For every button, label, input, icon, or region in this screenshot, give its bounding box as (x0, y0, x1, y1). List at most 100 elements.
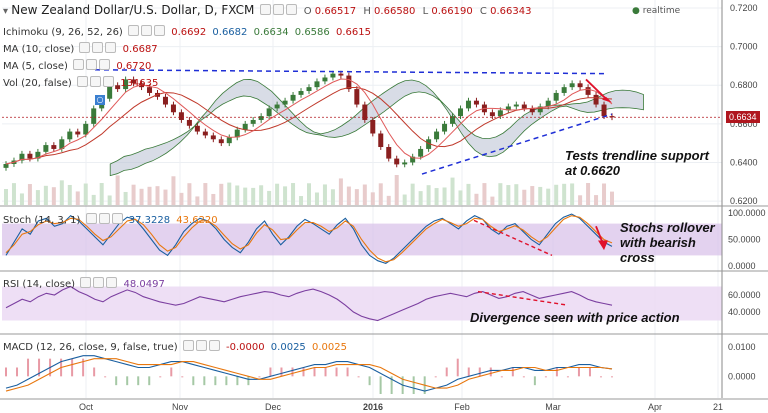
volume-bar (91, 194, 96, 205)
candle-body (601, 104, 607, 117)
ichimoku-visibility-icon[interactable] (141, 25, 153, 36)
candle-body (537, 106, 543, 113)
volume-bar (490, 196, 495, 205)
candle-body (91, 108, 97, 124)
volume-bar (538, 186, 543, 205)
macd-histogram-bar (16, 367, 19, 377)
stoch-label: Stoch (14, 3, 1) (3, 215, 81, 226)
volume-bar (338, 178, 343, 205)
candle-body (27, 153, 33, 159)
vol-remove-icon[interactable] (103, 76, 115, 87)
settings-icon[interactable] (259, 4, 271, 15)
candle-body (314, 81, 320, 88)
candle-body (497, 110, 503, 117)
time-tick-label: Apr (648, 402, 662, 412)
volume-bar (434, 188, 439, 205)
volume-bar (586, 183, 591, 205)
ma10-visibility-icon[interactable] (92, 42, 104, 53)
rsi-settings-icon[interactable] (80, 277, 92, 288)
osc-tick-label: 100.0000 (728, 208, 766, 218)
add-icon[interactable]: ○ (95, 95, 105, 105)
ma5-legend: MA (5, close) 0.6720 (3, 59, 151, 72)
support-trendline (421, 113, 613, 175)
candle-body (3, 164, 9, 168)
volume-bar (4, 189, 8, 205)
ma5-value: 0.6720 (116, 61, 152, 72)
candle-body (553, 92, 559, 101)
rsi-remove-icon[interactable] (106, 277, 118, 288)
add-indicator-button[interactable]: ○ (95, 94, 105, 105)
candle-body (418, 148, 424, 157)
volume-bar (394, 175, 399, 205)
vol-settings-icon[interactable] (77, 76, 89, 87)
macd-settings-icon[interactable] (182, 340, 194, 351)
volume-bar (410, 183, 415, 205)
visibility-icon[interactable] (272, 4, 284, 15)
ohlc-h-value: 0.66580 (374, 6, 416, 17)
collapse-chevron-icon[interactable]: ▾ (3, 6, 9, 17)
ma10-legend: MA (10, close) 0.6687 (3, 42, 158, 55)
ohlc-h-label: H (363, 6, 371, 17)
candle-body (362, 104, 368, 120)
grid-layer (2, 0, 722, 398)
volume-bar (243, 187, 248, 205)
macd-histogram-bar (71, 358, 74, 377)
time-tick-label: Dec (265, 402, 282, 412)
time-tick-label: Oct (79, 402, 94, 412)
more-icon[interactable] (285, 4, 297, 15)
macd-histogram-bar (611, 376, 613, 378)
candle-body (51, 145, 57, 149)
stoch-remove-icon[interactable] (111, 213, 123, 224)
macd-histogram-bar (577, 367, 580, 377)
ohlc-l-value: 0.66190 (431, 6, 473, 17)
ma5-label: MA (5, close) (3, 61, 68, 72)
volume-bar (11, 183, 16, 205)
candle-body (226, 137, 232, 144)
macd-histogram-bar (126, 376, 129, 386)
stoch-visibility-icon[interactable] (98, 213, 110, 224)
realtime-indicator: ● realtime (632, 6, 680, 16)
ichimoku-value-3: 0.6634 (253, 27, 289, 38)
ma10-remove-icon[interactable] (105, 42, 117, 53)
ichimoku-settings-icon[interactable] (128, 25, 140, 36)
ma5-remove-icon[interactable] (99, 59, 111, 70)
macd-histogram-bar (137, 376, 140, 386)
macd-histogram-bar (544, 376, 547, 378)
volume-bar (354, 189, 359, 205)
ma10-settings-icon[interactable] (79, 42, 91, 53)
volume-bar (19, 193, 24, 205)
macd-remove-icon[interactable] (208, 340, 220, 351)
volume-bar (322, 184, 327, 205)
stoch-settings-icon[interactable] (85, 213, 97, 224)
osc-tick-label: 60.0000 (728, 290, 761, 300)
ma5-visibility-icon[interactable] (86, 59, 98, 70)
volume-bar (267, 190, 272, 205)
macd-histogram-bar (82, 358, 85, 377)
candle-body (545, 100, 551, 107)
macd-histogram-bar (291, 367, 294, 377)
rsi-visibility-icon[interactable] (93, 277, 105, 288)
candle-body (386, 147, 392, 159)
candle-body (75, 131, 81, 135)
vol-visibility-icon[interactable] (90, 76, 102, 87)
macd-line (5, 355, 613, 392)
last-price-tag: 0.6634 (726, 111, 760, 123)
volume-bar (602, 183, 607, 205)
rsi-value: 48.0497 (123, 279, 165, 290)
volume-bar (163, 189, 168, 205)
volume-bar (386, 195, 391, 205)
macd-histogram-bar (280, 367, 283, 377)
macd-histogram-bar (170, 367, 173, 377)
macd-histogram-bar (214, 376, 217, 386)
macd-visibility-icon[interactable] (195, 340, 207, 351)
volume-bar (498, 183, 503, 205)
volume-bar (123, 191, 128, 205)
volume-bar (75, 191, 80, 205)
stochs-annotation-line-2: with bearish (620, 235, 696, 250)
stoch-k-line (5, 213, 613, 264)
ichimoku-remove-icon[interactable] (154, 25, 166, 36)
header-row: ▾ New Zealand Dollar/U.S. Dollar, D, FXC… (3, 3, 531, 17)
ma5-settings-icon[interactable] (73, 59, 85, 70)
volume-bar (299, 196, 304, 205)
